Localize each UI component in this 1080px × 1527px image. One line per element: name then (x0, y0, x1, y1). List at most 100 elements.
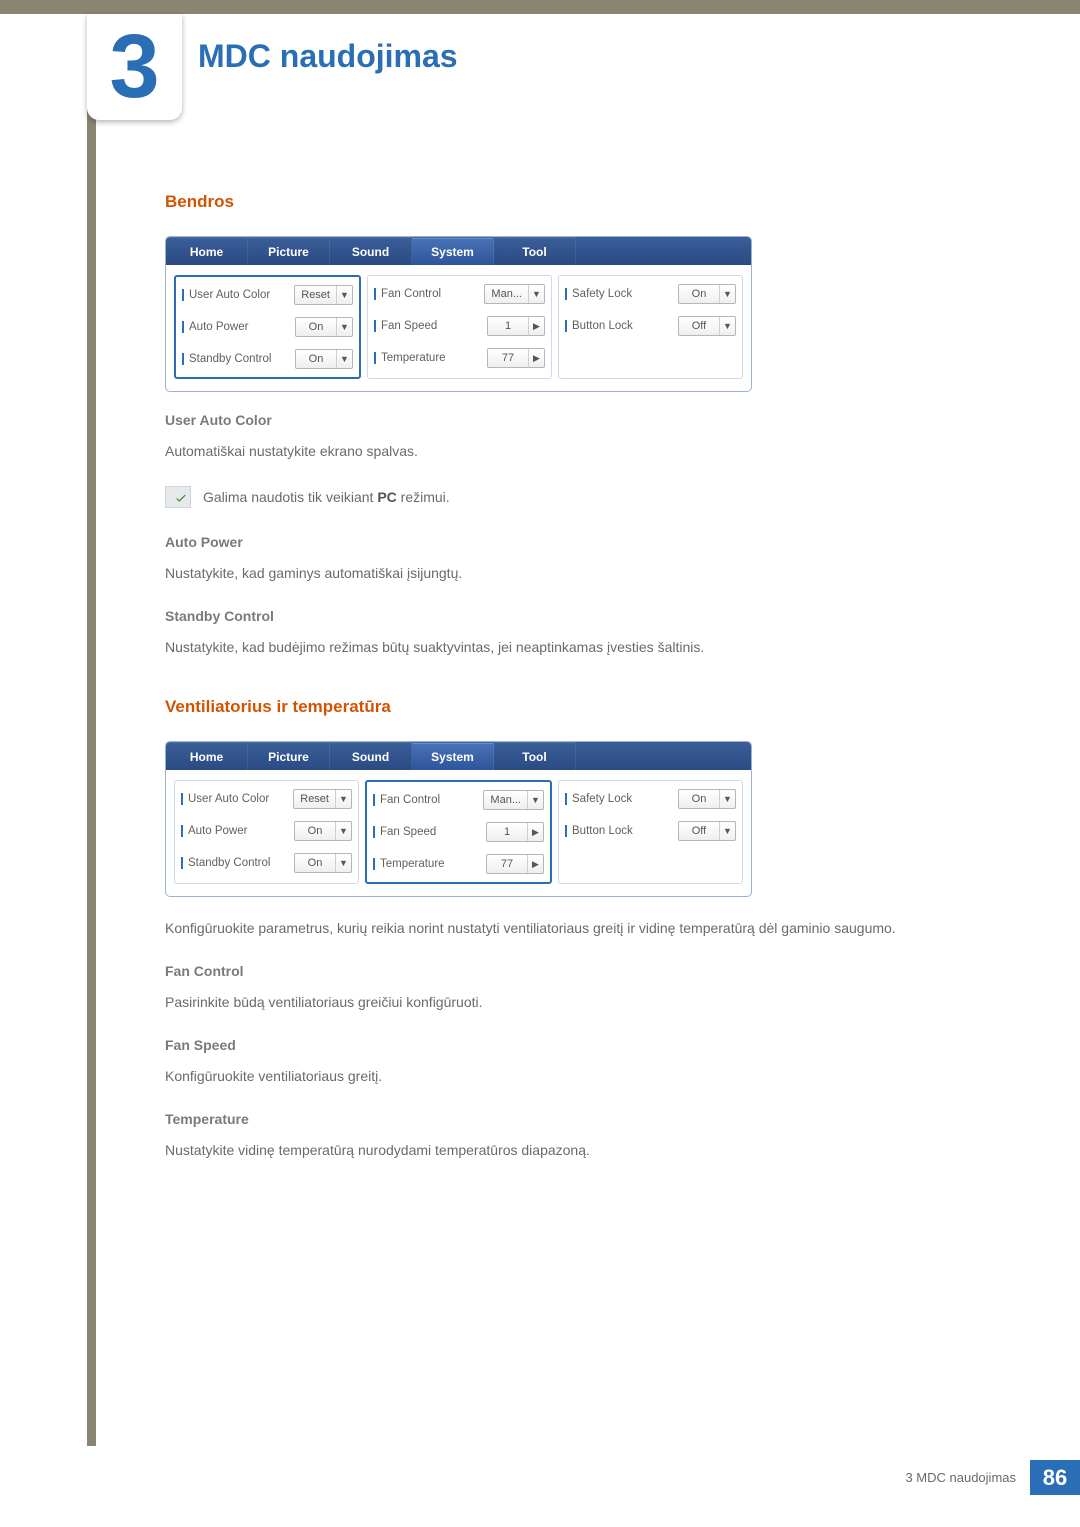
panel-bendros: Home Picture Sound System Tool User Auto… (165, 236, 752, 392)
panel2-col2: Fan ControlMan...▼ Fan Speed1▶ Temperatu… (365, 780, 552, 884)
chevron-right-icon: ▶ (527, 823, 543, 841)
page-content: Bendros Home Picture Sound System Tool U… (165, 192, 945, 1185)
label-temperature-2: Temperature (373, 858, 445, 870)
text-auto-power: Nustatykite, kad gaminys automatiškai įs… (165, 562, 945, 586)
left-margin-bar (87, 14, 96, 1446)
dropdown-button-lock[interactable]: Off▼ (678, 316, 736, 336)
tabbar-2: Home Picture Sound System Tool (166, 742, 751, 770)
heading-auto-power: Auto Power (165, 534, 945, 550)
heading-temperature: Temperature (165, 1111, 945, 1127)
dropdown-user-auto-color-2[interactable]: Reset▼ (293, 789, 352, 809)
label-user-auto-color: User Auto Color (182, 289, 270, 301)
chevron-right-icon: ▶ (527, 855, 543, 873)
chevron-down-icon: ▼ (719, 285, 735, 303)
tab-tool[interactable]: Tool (494, 237, 576, 265)
tabbar-1: Home Picture Sound System Tool (166, 237, 751, 265)
label-temperature: Temperature (374, 352, 446, 364)
panel-fan: Home Picture Sound System Tool User Auto… (165, 741, 752, 897)
dropdown-safety-lock[interactable]: On▼ (678, 284, 736, 304)
tab-tool-2[interactable]: Tool (494, 742, 576, 770)
label-fan-control: Fan Control (374, 288, 441, 300)
text-fan-intro: Konfigūruokite parametrus, kurių reikia … (165, 917, 945, 941)
note-icon (165, 486, 191, 508)
text-standby-control: Nustatykite, kad budėjimo režimas būtų s… (165, 636, 945, 660)
footer-label: 3 MDC naudojimas (891, 1460, 1030, 1495)
label-auto-power-2: Auto Power (181, 825, 247, 837)
dropdown-auto-power-2[interactable]: On▼ (294, 821, 352, 841)
heading-fan-control: Fan Control (165, 963, 945, 979)
chevron-right-icon: ▶ (528, 317, 544, 335)
label-button-lock-2: Button Lock (565, 825, 633, 837)
chapter-title: MDC naudojimas (198, 38, 458, 75)
panel2-col3: Safety Lock On▼ Button Lock Off▼ (558, 780, 743, 884)
label-fan-speed-2: Fan Speed (373, 826, 436, 838)
panel2-col1: User Auto Color Reset▼ Auto Power On▼ Stan… (174, 780, 359, 884)
tab-picture-2[interactable]: Picture (248, 742, 330, 770)
tab-home[interactable]: Home (166, 237, 248, 265)
chevron-down-icon: ▼ (719, 317, 735, 335)
note-text: Galima naudotis tik veikiant PC režimui. (203, 489, 450, 505)
chevron-down-icon: ▼ (335, 790, 351, 808)
text-fan-control: Pasirinkite būdą ventiliatoriaus greičiu… (165, 991, 945, 1015)
dropdown-fan-control[interactable]: Man...▼ (484, 284, 545, 304)
chevron-down-icon: ▼ (528, 285, 544, 303)
footer-page-number: 86 (1030, 1460, 1080, 1495)
stepper-temperature[interactable]: 77▶ (487, 348, 545, 368)
text-fan-speed: Konfigūruokite ventiliatoriaus greitį. (165, 1065, 945, 1089)
page-footer: 3 MDC naudojimas 86 (891, 1460, 1080, 1495)
stepper-fan-speed[interactable]: 1▶ (487, 316, 545, 336)
row-fan-control: Fan Control Man...▼ (374, 284, 545, 304)
section-fan-title: Ventiliatorius ir temperatūra (165, 697, 945, 717)
tab-system-2[interactable]: System (412, 742, 494, 770)
stepper-temperature-2[interactable]: 77▶ (486, 854, 544, 874)
label-fan-speed: Fan Speed (374, 320, 437, 332)
label-standby-control-2: Standby Control (181, 857, 270, 869)
chapter-number-box: 3 (87, 14, 182, 120)
stepper-fan-speed-2[interactable]: 1▶ (486, 822, 544, 842)
chevron-down-icon: ▼ (336, 286, 352, 304)
row-button-lock: Button Lock Off▼ (565, 316, 736, 336)
label-auto-power: Auto Power (182, 321, 248, 333)
chevron-down-icon: ▼ (719, 790, 735, 808)
label-safety-lock: Safety Lock (565, 288, 632, 300)
dropdown-safety-lock-2[interactable]: On▼ (678, 789, 736, 809)
panel1-col2: Fan Control Man...▼ Fan Speed 1▶ Tempera… (367, 275, 552, 379)
chevron-down-icon: ▼ (336, 350, 352, 368)
label-button-lock: Button Lock (565, 320, 633, 332)
chevron-down-icon: ▼ (335, 854, 351, 872)
text-temperature: Nustatykite vidinę temperatūrą nurodydam… (165, 1139, 945, 1163)
label-user-auto-color-2: User Auto Color (181, 793, 269, 805)
dropdown-standby-control[interactable]: On▼ (295, 349, 353, 369)
chevron-down-icon: ▼ (719, 822, 735, 840)
label-safety-lock-2: Safety Lock (565, 793, 632, 805)
dropdown-standby-control-2[interactable]: On▼ (294, 853, 352, 873)
row-temperature: Temperature 77▶ (374, 348, 545, 368)
tab-system[interactable]: System (412, 237, 494, 265)
chevron-down-icon: ▼ (336, 318, 352, 336)
label-standby-control: Standby Control (182, 353, 271, 365)
tab-sound[interactable]: Sound (330, 237, 412, 265)
row-standby-control: Standby Control On▼ (182, 349, 353, 369)
heading-user-auto-color: User Auto Color (165, 412, 945, 428)
tab-picture[interactable]: Picture (248, 237, 330, 265)
top-bar (0, 0, 1080, 14)
chevron-down-icon: ▼ (335, 822, 351, 840)
dropdown-button-lock-2[interactable]: Off▼ (678, 821, 736, 841)
chevron-right-icon: ▶ (528, 349, 544, 367)
chapter-number: 3 (109, 16, 159, 119)
dropdown-fan-control-2[interactable]: Man...▼ (483, 790, 544, 810)
panel1-col3: Safety Lock On▼ Button Lock Off▼ (558, 275, 743, 379)
row-fan-speed: Fan Speed 1▶ (374, 316, 545, 336)
section-bendros-title: Bendros (165, 192, 945, 212)
row-user-auto-color: User Auto Color Reset▼ (182, 285, 353, 305)
chevron-down-icon: ▼ (527, 791, 543, 809)
row-auto-power: Auto Power On▼ (182, 317, 353, 337)
tab-sound-2[interactable]: Sound (330, 742, 412, 770)
tab-home-2[interactable]: Home (166, 742, 248, 770)
heading-fan-speed: Fan Speed (165, 1037, 945, 1053)
dropdown-auto-power[interactable]: On▼ (295, 317, 353, 337)
panel-body-2: User Auto Color Reset▼ Auto Power On▼ Stan… (166, 770, 751, 896)
text-user-auto-color: Automatiškai nustatykite ekrano spalvas. (165, 440, 945, 464)
heading-standby-control: Standby Control (165, 608, 945, 624)
dropdown-user-auto-color[interactable]: Reset▼ (294, 285, 353, 305)
